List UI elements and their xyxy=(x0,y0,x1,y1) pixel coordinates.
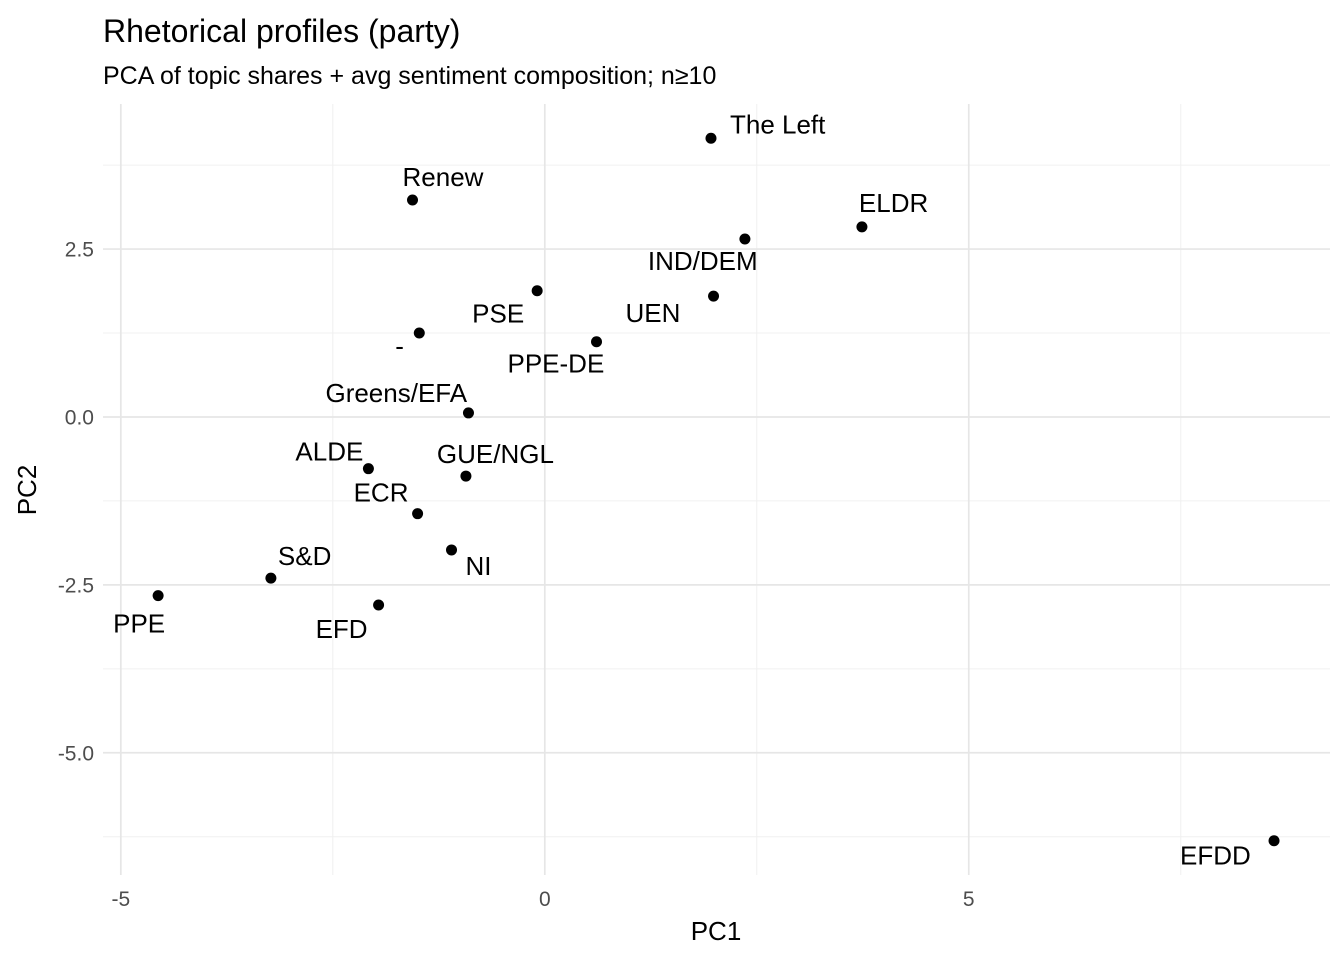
point-label-Renew: Renew xyxy=(403,162,484,192)
point-label-ALDE: ALDE xyxy=(295,437,363,467)
data-point-PPE xyxy=(152,590,164,602)
data-point-PPE-DE xyxy=(591,336,603,348)
point-label-ELDR: ELDR xyxy=(859,188,928,218)
data-point-ALDE xyxy=(362,463,374,475)
y-tick-label: -2.5 xyxy=(58,574,94,597)
point-label-EFDD: EFDD xyxy=(1180,841,1251,871)
point-label-NI: NI xyxy=(466,551,492,581)
x-axis-title: PC1 xyxy=(691,916,742,946)
data-point-S&D xyxy=(265,572,277,584)
data-point-EFD xyxy=(373,599,385,611)
y-tick-label: -5.0 xyxy=(58,742,94,765)
point-label-ECR: ECR xyxy=(354,478,409,508)
point-label-IND/DEM: IND/DEM xyxy=(648,246,758,276)
point-label-UEN: UEN xyxy=(626,298,681,328)
data-point-PSE xyxy=(531,285,543,297)
x-tick-label: 0 xyxy=(539,888,551,911)
data-point-ECR xyxy=(412,508,424,520)
data-point-- xyxy=(413,327,425,339)
data-point-Greens/EFA xyxy=(462,407,474,419)
point-label-GUE/NGL: GUE/NGL xyxy=(437,439,554,469)
point-label-PPE: PPE xyxy=(113,609,165,639)
ticks-layer: -5 0 5 2.5 0.0 -2.5 -5.0 xyxy=(58,239,975,911)
data-point-GUE/NGL xyxy=(460,470,472,482)
point-label-PPE-DE: PPE-DE xyxy=(508,349,605,379)
points-layer: The Left Renew ELDR IND/DEM PSE UEN - PPE-DE Gre… xyxy=(113,109,1280,871)
point-label-Greens/EFA: Greens/EFA xyxy=(325,378,467,408)
data-point-EFDD xyxy=(1268,835,1280,847)
chart-subtitle: PCA of topic shares + avg sentiment comp… xyxy=(103,62,716,90)
y-tick-label: 0.0 xyxy=(65,406,94,429)
data-point-Renew xyxy=(407,194,419,206)
point-label-EFD: EFD xyxy=(316,614,368,644)
data-point-NI xyxy=(446,544,458,556)
x-tick-label: 5 xyxy=(963,888,975,911)
point-label-S&D: S&D xyxy=(278,541,331,571)
point-label--: - xyxy=(395,331,404,361)
data-point-IND/DEM xyxy=(739,233,751,245)
grid-layer xyxy=(103,104,1330,875)
data-point-The Left xyxy=(705,132,717,144)
data-point-UEN xyxy=(708,290,720,302)
x-tick-label: -5 xyxy=(111,888,130,911)
point-label-PSE: PSE xyxy=(472,299,524,329)
chart-title: Rhetorical profiles (party) xyxy=(103,13,460,49)
point-label-The Left: The Left xyxy=(730,109,826,139)
y-axis-title: PC2 xyxy=(12,465,42,516)
data-point-ELDR xyxy=(856,221,868,233)
y-tick-label: 2.5 xyxy=(65,239,94,262)
